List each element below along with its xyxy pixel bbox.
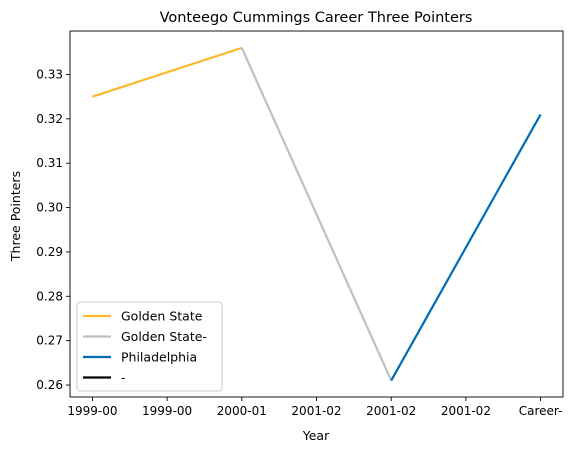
y-tick-label: 0.27 <box>36 334 63 348</box>
x-tick-label: 2001-02 <box>291 404 341 418</box>
legend-box <box>76 301 223 392</box>
y-tick-label: 0.26 <box>36 378 63 392</box>
x-tick-label: Career- <box>519 404 563 418</box>
y-tick-label: 0.29 <box>36 245 63 259</box>
legend-entry: Golden State <box>121 309 203 324</box>
legend: Golden State Golden State- Philadelphia - <box>76 301 223 392</box>
x-tick-label: 2001-02 <box>441 404 491 418</box>
series-line-0 <box>92 46 243 98</box>
x-axis-label: Year <box>302 428 330 443</box>
legend-entry: - <box>121 370 126 385</box>
x-tick-label: 1999-00 <box>67 404 117 418</box>
x-tick-label: 2000-01 <box>217 404 267 418</box>
x-tick-label: 2001-02 <box>366 404 416 418</box>
series-line-1 <box>240 47 393 382</box>
y-tick-label: 0.32 <box>36 112 63 126</box>
y-tick-label: 0.33 <box>36 67 63 81</box>
y-tick-label: 0.31 <box>36 156 63 170</box>
legend-entry: Philadelphia <box>121 350 197 365</box>
x-tick-label: 1999-00 <box>142 404 192 418</box>
y-axis-label: Three Pointers <box>8 171 23 262</box>
legend-entry: Golden State- <box>121 329 207 344</box>
chart-title: Vonteego Cummings Career Three Pointers <box>160 10 473 26</box>
y-tick-label: 0.30 <box>36 201 63 215</box>
y-tick-label: 0.28 <box>36 289 63 303</box>
plot-area: 1999-00 1999-00 2000-01 2001-02 2001-02 2001-… <box>36 30 564 418</box>
series-line-2 <box>390 113 542 382</box>
